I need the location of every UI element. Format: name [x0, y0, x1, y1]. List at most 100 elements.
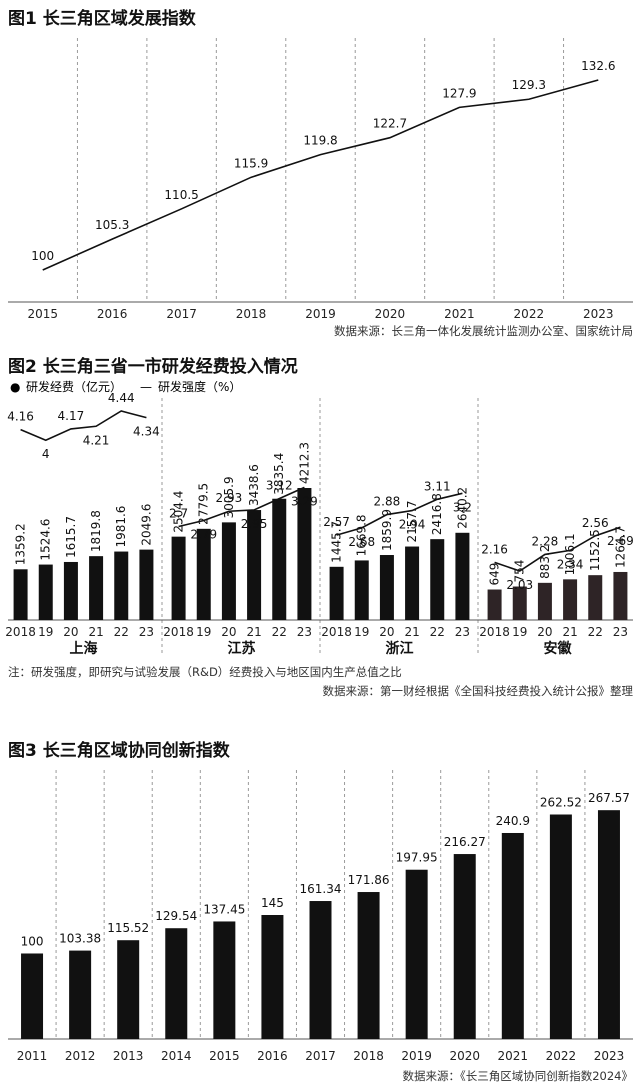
figure-1-x-tick: 2015: [27, 307, 58, 321]
figure-3-value-label: 262.52: [540, 796, 582, 810]
figure-2-bar-label: 1981.6: [114, 506, 128, 548]
figure-2-bar: [405, 546, 420, 620]
figure-2-year-tick: 19: [38, 625, 53, 639]
figure-2-intensity-label: 4.21: [83, 433, 110, 447]
figure-3-x-tick: 2016: [257, 1049, 288, 1063]
figure-1-value-label: 132.6: [581, 59, 615, 73]
figure-2-intensity-label: 2.34: [557, 557, 584, 571]
figure-2-bar: [613, 571, 628, 620]
figure-2-bar: [455, 532, 470, 620]
figure-3-x-tick: 2021: [498, 1049, 529, 1063]
figure-2-bar: [563, 579, 578, 620]
figure-3-x-ticks: 2011 2012 2013 2014 2015 2016 2017 2018 2019 2020…: [17, 1049, 624, 1063]
figure-2-intensity-label: 2.88: [374, 495, 401, 509]
figure-2-bar: [297, 488, 312, 620]
figure-2-bar: [379, 555, 394, 620]
figure-2-intensity-label: 2.56: [582, 516, 609, 530]
figure-3-value-label: 267.57: [588, 791, 630, 805]
figure-3-bar: [597, 810, 620, 1039]
figure-2-bar-label: 883.2: [538, 544, 552, 578]
figure-2-panel: 1359.2 1524.6 1615.7 1819.8 1981.6 2049.6 4.16…: [5, 391, 159, 657]
figure-2-title: 图2 长三角三省一市研发经费投入情况: [8, 356, 298, 377]
legend-line-label: 研发强度（%）: [158, 379, 241, 394]
figure-2-bar-label: 1859.9: [380, 509, 394, 551]
figure-2-intensity-label: 2.68: [348, 535, 375, 549]
figure-2-year-tick: 22: [114, 625, 129, 639]
figure-2-year-tick: 23: [455, 625, 470, 639]
figure-2-year-tick: 23: [613, 625, 628, 639]
figure-3-bar: [213, 921, 236, 1039]
figure-2-intensity-label: 4.17: [58, 409, 85, 423]
figure-1-value-label: 129.3: [512, 78, 546, 92]
figure-2-panel-name: 安徽: [544, 640, 573, 657]
figure-1-source: 数据来源：长三角一体化发展统计监测办公室、国家统计局: [334, 324, 633, 338]
figure-1-gridlines: [76, 38, 565, 302]
figure-2-year-tick: 21: [562, 625, 577, 639]
legend-line-marker: —: [140, 380, 152, 394]
figure-2-bar-label: 1152.5: [588, 529, 602, 571]
figure-1-value-label: 105.3: [95, 218, 129, 232]
figure-2-bar-label: 4212.3: [297, 442, 311, 484]
figure-2-year-tick: 21: [404, 625, 419, 639]
figure-1-x-tick: 2019: [305, 307, 336, 321]
figure-2-bar-label: 2504.4: [172, 491, 186, 533]
figure-2-bar: [487, 589, 502, 620]
figure-2-bar: [588, 575, 603, 620]
figure-1-series: [42, 79, 599, 271]
figure-2-year-tick: 19: [196, 625, 211, 639]
figure-1-x-tick: 2016: [97, 307, 128, 321]
figure-2-intensity-line: [336, 492, 463, 536]
figure-1-x-tick: 2017: [166, 307, 197, 321]
figure-2-year-tick: 22: [430, 625, 445, 639]
figure-2-year-tick: 19: [512, 625, 527, 639]
figure-2-intensity-label: 2.16: [481, 542, 508, 556]
figure-2-year-tick: 22: [588, 625, 603, 639]
figure-2-bar: [139, 549, 154, 620]
figure-3-bar: [261, 915, 284, 1039]
figure-2-bar: [63, 561, 78, 620]
figure-3-x-tick: 2015: [209, 1049, 240, 1063]
figure-1-x-tick: 2023: [583, 307, 614, 321]
figure-2-bar: [512, 586, 527, 620]
figure-2-bar-label: 1359.2: [14, 523, 28, 565]
figure-2-bar-label: 649: [488, 563, 502, 586]
figure-2-intensity-line: [20, 410, 147, 442]
figure-3-bar: [405, 869, 428, 1039]
figure-1-value-label: 127.9: [442, 86, 476, 100]
figure-2-bar-label: 2416.8: [430, 493, 444, 535]
legend-bar-marker: ●: [10, 380, 20, 394]
figure-2-bar-label: 1615.7: [64, 516, 78, 558]
figure-3-bar: [549, 814, 572, 1039]
figure-3-x-tick: 2013: [113, 1049, 144, 1063]
figure-2-year-tick: 23: [139, 625, 154, 639]
figure-3-value-label: 137.45: [203, 902, 245, 916]
figure-1-x-tick: 2022: [514, 307, 545, 321]
figure-2-intensity-label: 2.28: [532, 534, 559, 548]
figure-3-value-label: 145: [261, 896, 284, 910]
figure-3-bars: [21, 810, 620, 1039]
figure-2-intensity-line: [494, 526, 621, 572]
figure-2-intensity-label: 2.03: [506, 578, 533, 592]
figure-2-bar: [38, 564, 53, 620]
figure-3-value-label: 161.34: [300, 882, 342, 896]
figure-2-panel-name: 浙江: [386, 640, 414, 657]
figure-2-bar-label: 2049.6: [139, 504, 153, 546]
figure-3-value-label: 216.27: [444, 835, 486, 849]
figure-2-intensity-label: 4.44: [108, 391, 135, 405]
figure-1-value-label: 110.5: [164, 188, 198, 202]
figure-2-intensity-label: 3.2: [453, 500, 472, 514]
figure-2-intensity-label: 2.94: [399, 518, 426, 532]
figure-3-bar: [69, 950, 92, 1039]
figure-3-value-labels: 100 103.38 115.52 129.54 137.45 145 161.34 171.…: [21, 791, 630, 948]
figure-1-value-label: 119.8: [303, 134, 337, 148]
figure-2-bar: [13, 569, 28, 620]
figure-3-bar: [21, 953, 44, 1039]
figure-3-value-label: 171.86: [348, 873, 390, 887]
figure-2-year-tick: 21: [246, 625, 261, 639]
figure-2-source: 数据来源：第一财经根据《全国科技经费投入统计公报》整理: [323, 684, 634, 698]
figure-1-development-index: 图1 长三角区域发展指数 100 105.3 110.5 115.9 119.8 122.…: [8, 8, 633, 338]
figure-2-bar-label: 1819.8: [89, 510, 103, 552]
figure-3-bar: [117, 940, 140, 1039]
figure-1-title: 图1 长三角区域发展指数: [8, 8, 197, 29]
figure-2-bar: [354, 560, 369, 620]
